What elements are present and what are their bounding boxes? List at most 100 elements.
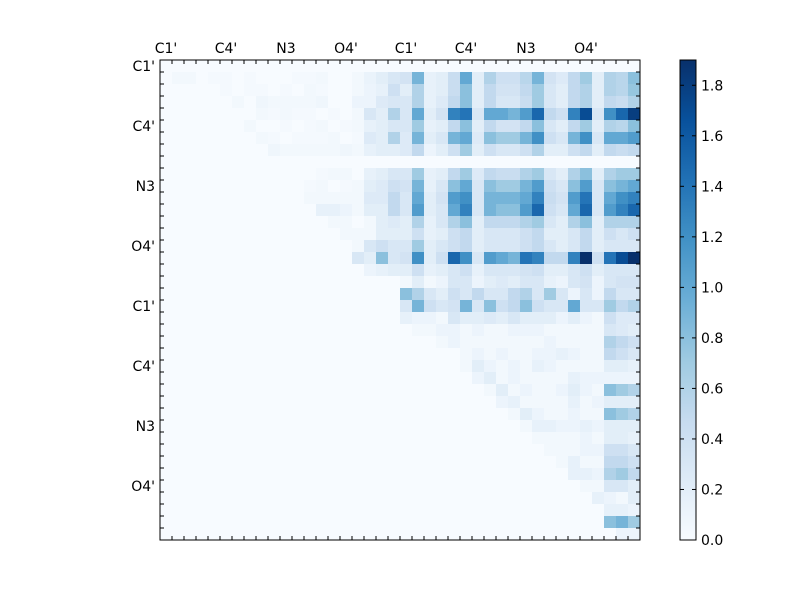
heatmap-cell bbox=[544, 192, 557, 205]
heatmap-cell bbox=[436, 180, 449, 193]
heatmap-cell bbox=[424, 276, 437, 289]
heatmap-cell bbox=[292, 324, 305, 337]
heatmap-cell bbox=[424, 72, 437, 85]
heatmap-cell bbox=[472, 420, 485, 433]
heatmap-cell bbox=[496, 132, 509, 145]
heatmap-cell bbox=[592, 480, 605, 493]
heatmap-cell bbox=[316, 372, 329, 385]
heatmap-cell bbox=[412, 360, 425, 373]
heatmap-cell bbox=[448, 480, 461, 493]
heatmap-cell bbox=[316, 516, 329, 529]
heatmap-cell bbox=[340, 156, 353, 169]
heatmap-cell bbox=[328, 456, 341, 469]
heatmap-cell bbox=[316, 156, 329, 169]
heatmap-cell bbox=[532, 168, 545, 181]
heatmap-cell bbox=[256, 516, 269, 529]
heatmap-cell bbox=[280, 252, 293, 265]
heatmap-cell bbox=[172, 312, 185, 325]
heatmap-cell bbox=[400, 516, 413, 529]
heatmap-cell bbox=[616, 84, 629, 97]
heatmap-cell bbox=[280, 276, 293, 289]
heatmap-cell bbox=[172, 240, 185, 253]
heatmap-cell bbox=[568, 132, 581, 145]
heatmap-cell bbox=[484, 252, 497, 265]
heatmap-cell bbox=[460, 168, 473, 181]
heatmap-cell bbox=[256, 396, 269, 409]
heatmap-cell bbox=[616, 156, 629, 169]
heatmap-cell bbox=[364, 276, 377, 289]
heatmap-cell bbox=[508, 252, 521, 265]
heatmap-cell bbox=[244, 180, 257, 193]
heatmap-cell bbox=[196, 516, 209, 529]
heatmap-cell bbox=[472, 288, 485, 301]
heatmap-cell bbox=[436, 480, 449, 493]
heatmap-cell bbox=[592, 60, 605, 73]
heatmap-cell bbox=[424, 228, 437, 241]
heatmap-cell bbox=[184, 156, 197, 169]
heatmap-cell bbox=[220, 468, 233, 481]
heatmap-cell bbox=[328, 360, 341, 373]
heatmap-cell bbox=[460, 204, 473, 217]
heatmap-cell bbox=[220, 456, 233, 469]
heatmap-cell bbox=[400, 492, 413, 505]
heatmap-cell bbox=[400, 504, 413, 517]
heatmap-cell bbox=[472, 456, 485, 469]
heatmap-cell bbox=[400, 204, 413, 217]
heatmap-cell bbox=[484, 348, 497, 361]
heatmap-cell bbox=[232, 216, 245, 229]
heatmap-cell bbox=[460, 108, 473, 121]
heatmap-cell bbox=[412, 84, 425, 97]
heatmap-cell bbox=[172, 336, 185, 349]
heatmap-cell bbox=[388, 144, 401, 157]
heatmap-cell bbox=[400, 264, 413, 277]
heatmap-cell bbox=[628, 444, 641, 457]
heatmap-cell bbox=[364, 144, 377, 157]
heatmap-cell bbox=[544, 324, 557, 337]
heatmap-cell bbox=[208, 324, 221, 337]
heatmap-cell bbox=[316, 432, 329, 445]
heatmap-cell bbox=[388, 156, 401, 169]
heatmap-cell bbox=[472, 432, 485, 445]
heatmap-cell bbox=[172, 60, 185, 73]
heatmap-cell bbox=[340, 300, 353, 313]
heatmap-cell bbox=[184, 384, 197, 397]
heatmap-cell bbox=[196, 468, 209, 481]
heatmap-cell bbox=[472, 180, 485, 193]
heatmap-cell bbox=[352, 228, 365, 241]
heatmap-cell bbox=[268, 468, 281, 481]
heatmap-cell bbox=[424, 468, 437, 481]
heatmap-cell bbox=[232, 60, 245, 73]
heatmap-cell bbox=[220, 276, 233, 289]
heatmap-cell bbox=[592, 264, 605, 277]
heatmap-cell bbox=[172, 72, 185, 85]
heatmap-cell bbox=[184, 84, 197, 97]
heatmap-cell bbox=[604, 480, 617, 493]
heatmap-cell bbox=[340, 384, 353, 397]
heatmap-cell bbox=[268, 288, 281, 301]
heatmap-cell bbox=[364, 384, 377, 397]
heatmap-cell bbox=[160, 324, 173, 337]
heatmap-cell bbox=[244, 120, 257, 133]
heatmap-cell bbox=[292, 252, 305, 265]
heatmap-cell bbox=[436, 528, 449, 541]
heatmap-cell bbox=[256, 360, 269, 373]
heatmap-cell bbox=[292, 60, 305, 73]
heatmap-cell bbox=[208, 72, 221, 85]
heatmap-cell bbox=[508, 240, 521, 253]
heatmap-cell bbox=[520, 96, 533, 109]
heatmap-cell bbox=[580, 300, 593, 313]
heatmap-cell bbox=[400, 288, 413, 301]
heatmap-cell bbox=[604, 108, 617, 121]
heatmap-cell bbox=[352, 276, 365, 289]
heatmap-cell bbox=[172, 252, 185, 265]
heatmap-cell bbox=[544, 84, 557, 97]
heatmap-cell bbox=[412, 324, 425, 337]
heatmap-cell bbox=[184, 432, 197, 445]
heatmap-cell bbox=[208, 84, 221, 97]
heatmap-cell bbox=[268, 300, 281, 313]
heatmap-cell bbox=[292, 276, 305, 289]
heatmap-cell bbox=[628, 108, 641, 121]
heatmap-cell bbox=[208, 396, 221, 409]
heatmap-cell bbox=[628, 132, 641, 145]
heatmap-cell bbox=[556, 228, 569, 241]
